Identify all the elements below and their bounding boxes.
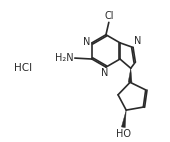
- Text: N: N: [101, 68, 109, 78]
- Polygon shape: [128, 68, 132, 82]
- Text: H₂N: H₂N: [55, 53, 74, 63]
- Polygon shape: [121, 110, 126, 128]
- Text: N: N: [134, 36, 141, 46]
- Text: HO: HO: [116, 129, 131, 139]
- Text: HCl: HCl: [14, 63, 32, 73]
- Text: N: N: [83, 37, 90, 47]
- Text: Cl: Cl: [104, 11, 114, 21]
